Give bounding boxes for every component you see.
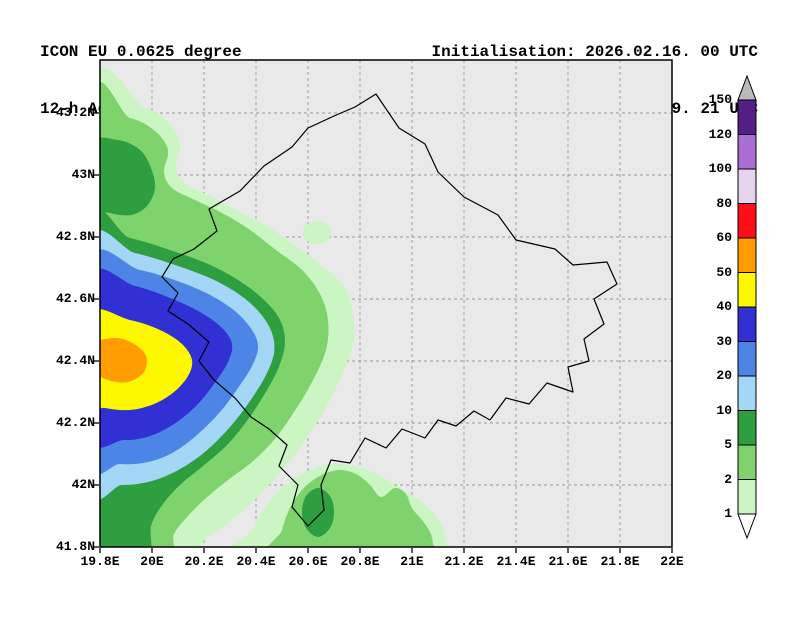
map-frame: [99, 59, 673, 548]
colorbar-band: [737, 203, 757, 239]
contour-50mm: [100, 337, 147, 383]
grid-lines: [100, 60, 672, 547]
precipitation-map: [94, 59, 673, 553]
colorbar-band: [737, 134, 757, 170]
y-axis-label: 42.2N: [55, 415, 95, 430]
colorbar-value: 20: [716, 368, 732, 383]
colorbar-value: 80: [716, 195, 732, 211]
colorbar-band: [737, 99, 757, 135]
colorbar-band: [737, 375, 757, 411]
model-name: ICON EU 0.0625 degree: [40, 43, 242, 61]
colorbar-value: 50: [716, 264, 732, 280]
init-time: Initialisation: 2026.02.16. 00 UTC: [431, 43, 758, 61]
colorbar-underflow-arrow: [737, 513, 757, 540]
x-axis-label: 20.4E: [236, 554, 276, 569]
y-axis-label: 41.8N: [55, 539, 95, 554]
colorbar-band: [737, 272, 757, 308]
x-axis-label: 22E: [660, 554, 684, 569]
contour-1mm: [303, 221, 331, 244]
colorbar-band: [737, 444, 757, 480]
colorbar-band: [737, 410, 757, 446]
colorbar-value: 40: [716, 299, 732, 314]
colorbar-value: 30: [716, 333, 732, 349]
colorbar-value: 5: [724, 437, 732, 452]
colorbar-value: 10: [716, 402, 732, 418]
y-axis-label: 42.6N: [55, 291, 95, 306]
colorbar-value: 120: [708, 126, 732, 142]
x-axis-label: 20.6E: [288, 554, 328, 569]
axis-ticks: [94, 112, 673, 553]
x-axis-label: 21.4E: [496, 554, 536, 569]
x-axis-label: 21.8E: [600, 554, 640, 569]
x-axis-label: 21E: [400, 554, 424, 569]
y-axis-label: 42N: [71, 477, 95, 492]
colorbar: [737, 74, 757, 540]
colorbar-band: [737, 168, 757, 204]
y-axis-label: 43.2N: [55, 105, 95, 120]
x-axis-label: 19.8E: [80, 554, 120, 569]
precipitation-contours: [100, 68, 452, 547]
colorbar-band: [737, 479, 757, 515]
y-axis-label: 43N: [71, 167, 95, 182]
y-axis-label: 42.8N: [55, 229, 95, 244]
colorbar-value: 1: [724, 506, 732, 521]
colorbar-band: [737, 341, 757, 377]
colorbar-band: [737, 237, 757, 273]
x-axis-label: 20E: [140, 554, 164, 569]
country-border: [161, 93, 618, 527]
colorbar-value: 60: [716, 230, 732, 245]
x-axis-label: 21.6E: [548, 554, 588, 569]
x-axis-label: 20.8E: [340, 554, 380, 569]
x-axis-label: 21.2E: [444, 554, 484, 569]
colorbar-value: 150: [708, 92, 732, 107]
contour-5mm: [100, 137, 156, 216]
colorbar-value: 100: [708, 161, 732, 176]
colorbar-band: [737, 306, 757, 342]
colorbar-overflow-arrow: [737, 74, 757, 101]
colorbar-value: 2: [724, 471, 732, 487]
y-axis-label: 42.4N: [55, 353, 95, 368]
x-axis-label: 20.2E: [184, 554, 224, 569]
